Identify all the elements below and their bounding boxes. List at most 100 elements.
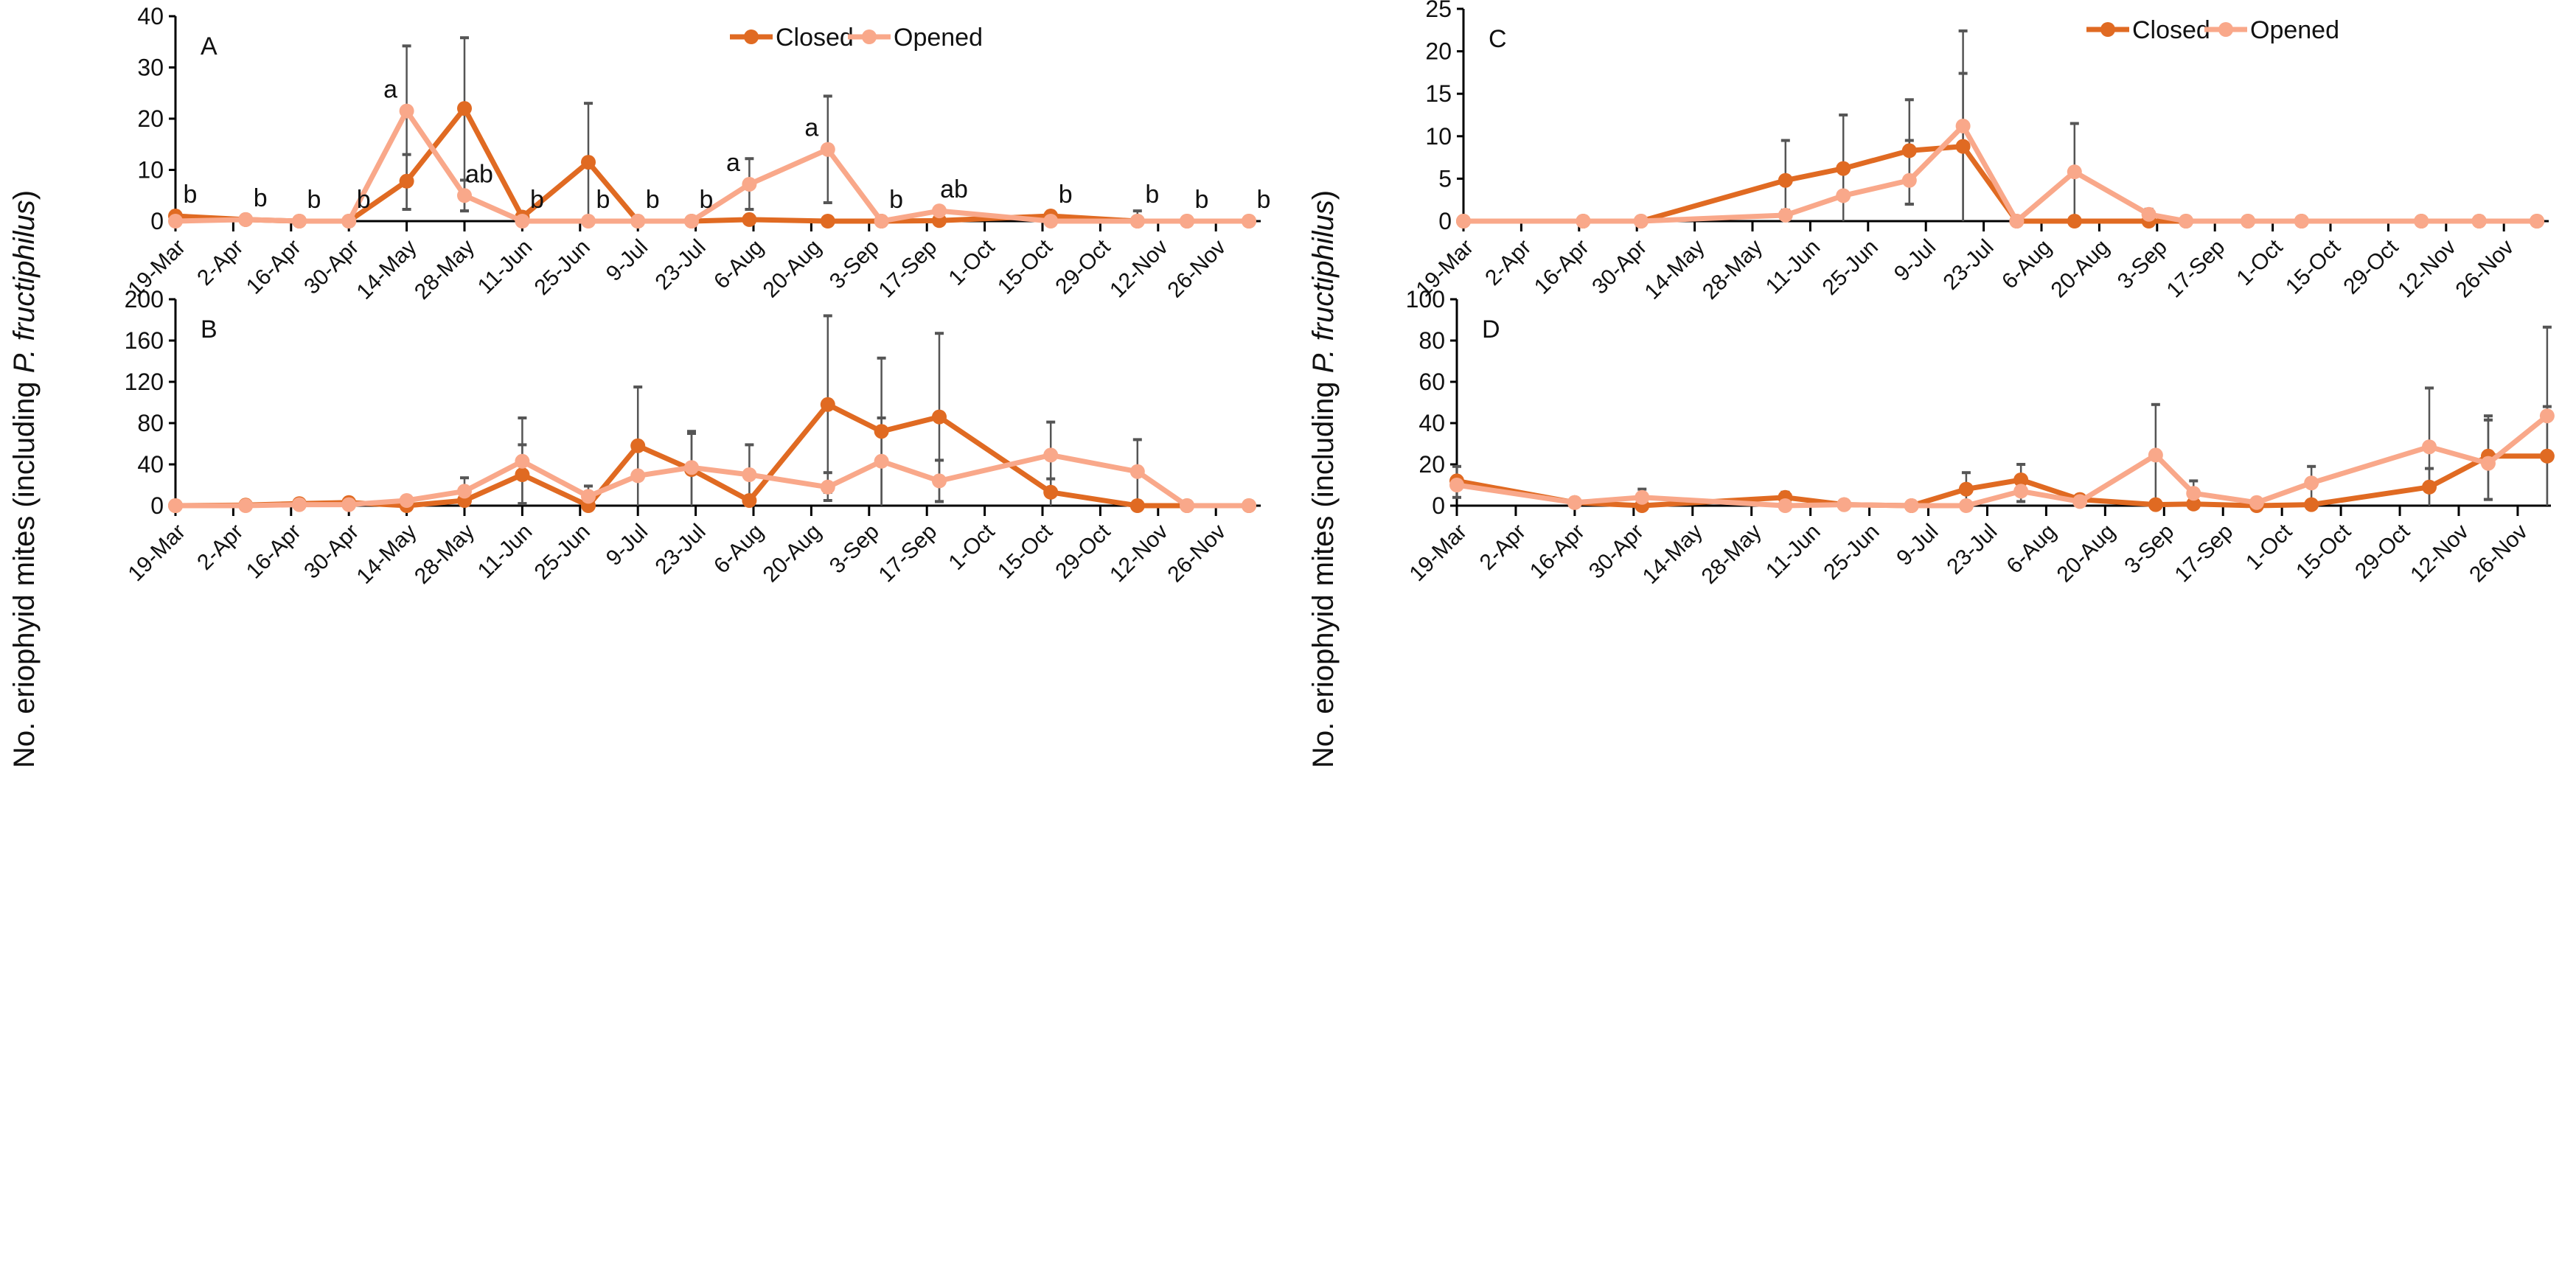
- data-point-opened: [2141, 206, 2156, 222]
- data-point-opened: [742, 176, 757, 192]
- x-tick-label: 20-Aug: [759, 235, 826, 303]
- data-point-opened: [2530, 214, 2544, 229]
- data-point-opened: [2186, 486, 2201, 501]
- x-tick-label: 1-Oct: [944, 519, 1000, 575]
- panel-label: D: [1482, 315, 1500, 343]
- data-point-opened: [341, 497, 357, 512]
- data-point-closed: [2067, 214, 2082, 229]
- data-point-opened: [1129, 464, 1145, 479]
- data-point-opened: [1449, 478, 1464, 492]
- data-point-closed: [1901, 143, 1917, 158]
- x-tick-label: 2-Apr: [192, 235, 248, 290]
- data-point-opened: [1567, 495, 1582, 510]
- data-point-opened: [1958, 498, 1974, 513]
- x-tick-label: 16-Apr: [242, 520, 306, 584]
- y-tick-label: 60: [1418, 369, 1445, 395]
- data-point-opened: [292, 497, 307, 512]
- significance-letter: ab: [940, 175, 968, 203]
- x-tick-label: 29-Oct: [1051, 519, 1115, 583]
- data-point-closed: [2422, 479, 2437, 495]
- x-tick-label: 16-Apr: [1525, 520, 1590, 584]
- data-point-opened: [2241, 214, 2255, 229]
- data-point-opened: [1836, 188, 1851, 203]
- significance-letter: b: [646, 186, 660, 214]
- x-tick-label: 26-Nov: [2465, 520, 2533, 587]
- y-tick-label: 20: [1418, 451, 1445, 478]
- x-tick-label: 14-May: [1638, 520, 1708, 589]
- data-point-closed: [1043, 484, 1059, 500]
- panel-label: A: [201, 32, 217, 60]
- data-point-closed: [932, 409, 947, 425]
- x-tick-label: 11-Jun: [473, 520, 537, 584]
- x-tick-label: 23-Jul: [651, 520, 711, 579]
- x-tick-label: 25-Jun: [1819, 520, 1884, 585]
- series-line-opened: [175, 108, 1249, 224]
- legend-item-closed: Closed: [2086, 16, 2210, 44]
- x-tick-label: 26-Nov: [1163, 520, 1230, 587]
- series-line-opened: [175, 452, 1249, 509]
- data-point-opened: [2013, 484, 2029, 499]
- x-tick-label: 9-Jul: [1892, 520, 1943, 571]
- x-tick-label: 23-Jul: [1942, 520, 2002, 579]
- data-point-opened: [820, 142, 835, 157]
- x-tick-label: 2-Apr: [1475, 520, 1531, 575]
- x-tick-label: 11-Jun: [473, 235, 537, 299]
- data-point-opened: [399, 103, 414, 119]
- x-tick-label: 2-Apr: [192, 520, 248, 575]
- x-tick-label: 28-May: [1698, 235, 1767, 304]
- significance-letter: b: [700, 186, 714, 214]
- data-point-opened: [2009, 214, 2025, 229]
- x-tick-label: 15-Oct: [993, 234, 1057, 299]
- data-point-closed: [2013, 472, 2029, 487]
- data-point-opened: [2067, 164, 2082, 180]
- x-tick-label: 20-Aug: [759, 520, 826, 587]
- legend-marker: [2218, 22, 2233, 37]
- y-tick-label: 20: [1425, 38, 1452, 65]
- x-tick-label: 1-Oct: [2232, 234, 2288, 290]
- x-tick-label: 16-Apr: [1530, 235, 1594, 299]
- x-tick-label: 25-Jun: [530, 235, 595, 300]
- data-point-closed: [2148, 497, 2163, 512]
- y-tick-label: 40: [137, 451, 164, 478]
- x-tick-label: 16-Apr: [242, 235, 306, 299]
- data-point-closed: [874, 424, 889, 439]
- data-point-opened: [1242, 498, 1256, 513]
- x-tick-label: 23-Jul: [651, 235, 711, 295]
- data-point-closed: [2304, 497, 2319, 512]
- x-tick-label: 14-May: [352, 520, 422, 589]
- panel-label: B: [201, 315, 217, 343]
- y-tick-label: 30: [137, 55, 164, 81]
- x-tick-label: 9-Jul: [602, 235, 652, 286]
- significance-letter: b: [596, 186, 610, 214]
- legend-marker: [862, 29, 877, 44]
- data-point-closed: [399, 173, 414, 189]
- data-point-closed: [742, 212, 757, 227]
- significance-letter: b: [530, 186, 544, 214]
- x-tick-label: 28-May: [410, 520, 479, 589]
- data-point-opened: [341, 214, 357, 229]
- data-point-opened: [457, 188, 472, 203]
- legend-item-closed: Closed: [730, 24, 854, 52]
- significance-letter: a: [726, 149, 740, 177]
- x-tick-label: 9-Jul: [1890, 235, 1940, 286]
- legend-item-opened: Opened: [2204, 16, 2339, 44]
- data-point-opened: [2304, 475, 2319, 491]
- data-point-opened: [820, 479, 835, 495]
- significance-letter: a: [804, 114, 818, 142]
- data-point-opened: [742, 467, 757, 482]
- x-tick-label: 9-Jul: [602, 520, 652, 571]
- data-point-opened: [1633, 214, 1649, 229]
- legend-label: Opened: [2250, 16, 2339, 44]
- data-point-closed: [2539, 448, 2555, 464]
- data-point-closed: [820, 214, 835, 229]
- data-point-opened: [2179, 214, 2193, 229]
- data-point-closed: [820, 397, 835, 412]
- data-point-opened: [1778, 207, 1793, 223]
- significance-letter: b: [1257, 186, 1271, 214]
- x-tick-label: 1-Oct: [2241, 519, 2297, 575]
- x-tick-label: 19-Mar: [1404, 520, 1472, 587]
- x-tick-label: 12-Nov: [2406, 520, 2474, 587]
- data-point-opened: [238, 498, 254, 513]
- data-point-closed: [742, 493, 757, 508]
- legend-item-opened: Opened: [848, 24, 983, 52]
